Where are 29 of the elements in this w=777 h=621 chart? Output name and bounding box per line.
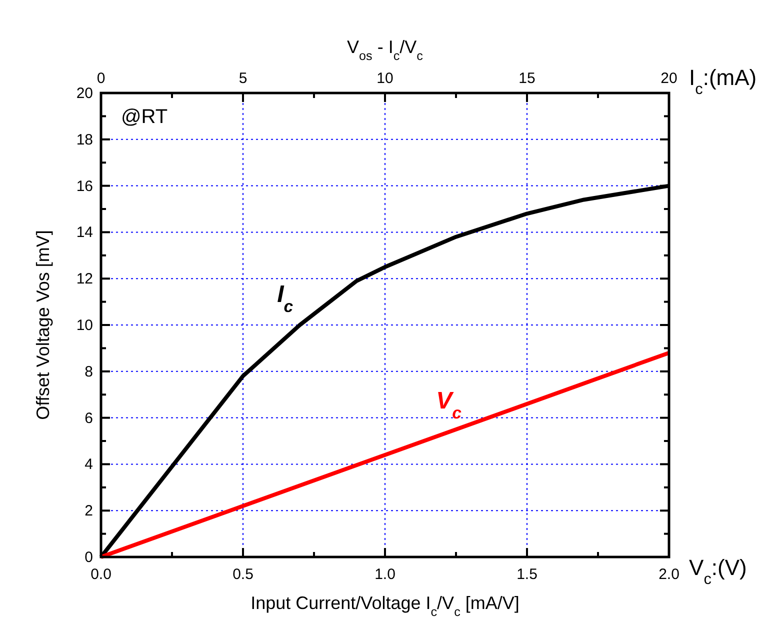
y-tick-label: 8 (84, 363, 93, 380)
y-tick-label: 10 (76, 317, 93, 334)
x-tick-label: 0.5 (232, 566, 254, 583)
y-axis-title: Offset Voltage Vos [mV] (33, 230, 53, 420)
x2-tick-label: 0 (96, 70, 106, 87)
x2-tick-label: 20 (660, 70, 678, 87)
x2-tick-label: 10 (376, 70, 394, 87)
x-tick-label: 0.0 (90, 566, 112, 583)
annotation: @RT (121, 106, 168, 128)
x-tick-label: 1.0 (374, 566, 396, 583)
y-tick-label: 0 (84, 549, 93, 566)
y-tick-label: 2 (84, 502, 93, 520)
y-tick-label: 18 (76, 131, 93, 148)
x2-tick-label: 15 (518, 70, 536, 87)
y-tick-label: 4 (84, 456, 93, 474)
x2-tick-label: 5 (238, 70, 248, 87)
x-tick-label: 1.5 (516, 566, 538, 583)
x-axis-title: Input Current/Voltage I$_{c}$/V$_{c}$ [mA/V] (250, 593, 520, 619)
y-tick-label: 16 (76, 178, 93, 195)
series-label: V$_{c}$ (436, 388, 462, 422)
y-tick-label: 12 (76, 270, 93, 288)
y-tick-label: 20 (76, 85, 93, 102)
y-tick-label: 14 (76, 224, 93, 242)
chart-title: V$_{os}$ - I$_{c}$/V$_{c}$ (347, 37, 423, 63)
x-tick-label: 2.0 (658, 566, 680, 583)
text: V$_{c}$:(V) (689, 555, 747, 588)
x2-axis-title: I$_{c}$:(mA) (689, 65, 757, 98)
y-tick-label: 6 (84, 410, 93, 427)
series-label: I$_{c}$ (277, 280, 294, 316)
